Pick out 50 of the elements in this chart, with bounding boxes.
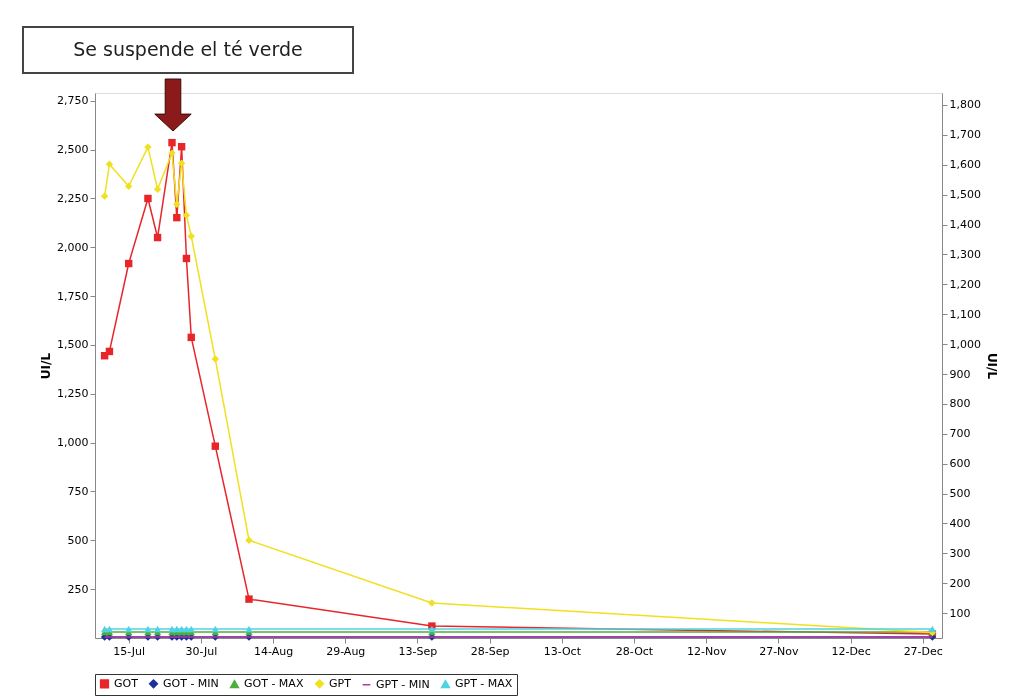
y-tick-label: 2,500 xyxy=(57,143,89,157)
y-tick-label: 2,000 xyxy=(57,240,89,254)
legend-label: GPT - MAX xyxy=(455,677,513,691)
x-tick-label: 28-Oct xyxy=(615,644,654,658)
y2-tick-label: 1,600 xyxy=(949,158,981,172)
x-tick-label: 27-Nov xyxy=(759,644,800,658)
y2-tick-label: 1,100 xyxy=(949,307,981,321)
x-tick-label: 15-Jul xyxy=(113,644,146,658)
y-tick-label: 2,750 xyxy=(57,94,89,108)
y2-tick-label: 500 xyxy=(949,487,971,501)
y-tick-label: 1,250 xyxy=(57,387,89,401)
legend-label: GOT xyxy=(114,676,139,690)
x-tick-label: 29-Aug xyxy=(326,644,366,658)
y2-tick-label: 300 xyxy=(949,546,971,560)
x-tick-label: 13-Sep xyxy=(398,644,438,658)
y-tick-label: 2,250 xyxy=(57,191,89,205)
y2-tick-label: 1,400 xyxy=(949,218,981,232)
y2-tick-label: 600 xyxy=(949,457,971,471)
text: Se suspende el té verde xyxy=(73,38,303,60)
legend-label: GPT - MIN xyxy=(376,677,430,691)
legend-label: GOT - MAX xyxy=(244,677,304,691)
y2-tick-label: 700 xyxy=(949,427,971,441)
x-tick-label: 27-Dec xyxy=(903,644,943,658)
y-tick-label: 1,750 xyxy=(57,289,89,303)
x-tick-label: 30-Jul xyxy=(185,644,218,658)
y-tick-label: 250 xyxy=(67,582,89,596)
x-tick-label: 28-Sep xyxy=(470,644,510,658)
y-tick-label: 500 xyxy=(67,533,89,547)
y2-tick-label: 1,700 xyxy=(949,128,981,142)
y2-tick-label: 200 xyxy=(949,576,971,590)
y2-tick-label: 1,000 xyxy=(949,337,981,351)
x-tick-label: 13-Oct xyxy=(543,644,582,658)
y2-tick-label: 100 xyxy=(949,606,971,620)
y2-tick-label: 900 xyxy=(949,367,971,381)
y2-tick-label: 1,500 xyxy=(949,188,981,202)
y2-tick-label: 1,200 xyxy=(949,277,981,291)
y2-tick-label: 1,300 xyxy=(949,247,981,261)
y2-axis-title: UI/L xyxy=(984,352,999,380)
x-tick-label: 14-Aug xyxy=(253,644,294,658)
legend-label: GPT xyxy=(329,676,352,690)
y2-tick-label: 800 xyxy=(949,397,971,411)
legend-label: GOT - MIN xyxy=(163,676,219,690)
y-tick-label: 1,000 xyxy=(57,436,89,450)
y2-tick-label: 400 xyxy=(949,517,971,530)
y-tick-label: 750 xyxy=(67,484,89,498)
x-tick-label: 12-Dec xyxy=(831,644,871,658)
y2-tick-label: 1,800 xyxy=(949,98,981,112)
y-tick-label: 1,500 xyxy=(57,338,89,352)
y-axis-title: UI/L xyxy=(39,352,54,380)
x-tick-label: 12-Nov xyxy=(686,644,727,658)
